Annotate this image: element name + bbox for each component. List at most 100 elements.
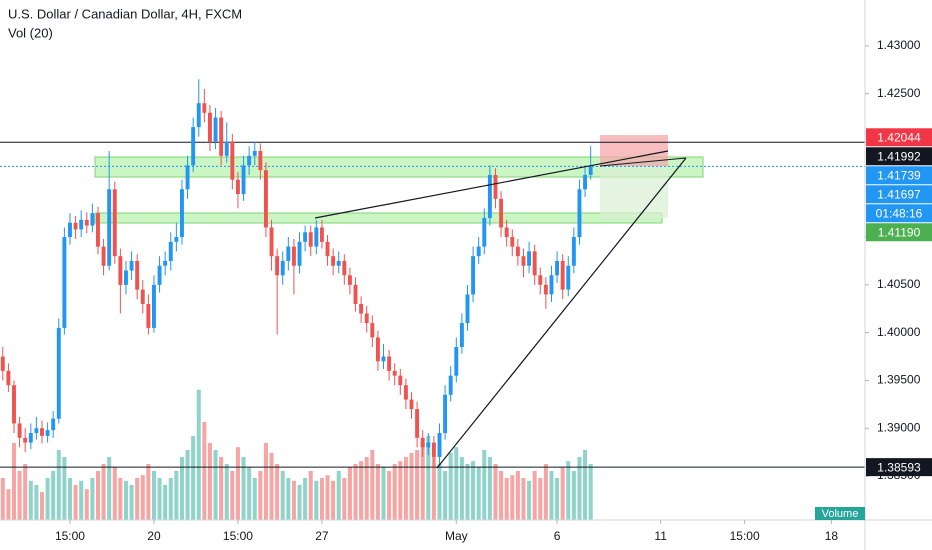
price-label-box (866, 147, 932, 166)
candle-body (443, 394, 448, 434)
drawings (94, 135, 704, 224)
candle-body (124, 270, 128, 285)
candles (0, 79, 593, 469)
volume-bar (459, 457, 464, 520)
candle-body (157, 265, 162, 285)
volume-bar (275, 464, 280, 520)
candle-body (118, 256, 123, 285)
candle-body (476, 246, 481, 257)
volume-bar (179, 457, 184, 520)
volume-bar (342, 478, 347, 520)
candle-body (510, 237, 515, 247)
volume-bar (426, 436, 431, 520)
volume-bar (538, 478, 543, 520)
trend-line (436, 157, 687, 469)
candle-body (387, 356, 392, 371)
x-tick-label: May (445, 529, 468, 543)
y-tick-label: 1.42500 (877, 86, 921, 100)
price-label-text: 1.41739 (877, 168, 921, 182)
volume-bar (448, 452, 453, 520)
price-label-text: 1.41992 (877, 149, 921, 163)
volume-bar (112, 466, 117, 520)
volume-bar (370, 450, 375, 520)
candle-body (538, 275, 543, 285)
volume-bar (286, 478, 291, 520)
candle-body (381, 356, 386, 362)
candle-body (84, 219, 89, 226)
y-tick-label: 1.40500 (877, 277, 921, 291)
trend-line (599, 157, 687, 167)
candle-body (487, 174, 492, 218)
y-tick-label: 1.40000 (877, 325, 921, 339)
price-label-box (866, 128, 932, 147)
candle-body (555, 260, 560, 276)
candle-body (325, 241, 330, 257)
volume-bar (140, 475, 145, 520)
candle-body (135, 260, 140, 290)
price-label-text: 1.42044 (877, 130, 921, 144)
volume-bar (588, 464, 593, 520)
candle-body (68, 222, 72, 238)
candle-body (23, 437, 28, 443)
volume-bar (583, 450, 588, 520)
x-tick-label: 27 (315, 529, 329, 543)
target-zone (600, 166, 668, 218)
y-tick-label: 1.39000 (877, 420, 921, 434)
candle-body (297, 241, 302, 266)
candle-body (252, 151, 257, 156)
volume-bar (375, 464, 380, 520)
trend-line (314, 150, 669, 219)
volume-bar (359, 461, 364, 520)
volume-bar (560, 466, 565, 520)
candle-body (286, 246, 291, 261)
volume-bar (555, 478, 560, 520)
volume-bar (303, 478, 308, 520)
volume-bar (336, 471, 341, 520)
candle-body (40, 428, 44, 436)
candle-body (185, 165, 190, 190)
volume-bar (499, 471, 504, 520)
x-tick-label: 15:00 (223, 529, 253, 543)
resistance-zone (94, 156, 704, 178)
candle-body (90, 213, 95, 226)
volume-bar (392, 464, 397, 520)
volume-bar (325, 475, 330, 520)
volume-bar (364, 457, 369, 520)
y-tick-label: 1.39500 (877, 373, 921, 387)
volume-bar (230, 471, 235, 520)
candle-body (375, 337, 380, 362)
candle-body (34, 428, 39, 434)
candle-body (179, 189, 184, 238)
volume-bar (543, 464, 548, 520)
volume-bar (207, 443, 212, 520)
volume-bar (196, 389, 201, 520)
volume-bar (90, 478, 95, 520)
candle-body (146, 303, 151, 328)
x-tick-label: 18 (825, 529, 839, 543)
candle-body (471, 256, 476, 295)
volume-bar (331, 480, 336, 520)
volume-bar (62, 457, 67, 520)
candle-body (465, 294, 470, 324)
volume-bar (39, 492, 45, 520)
candle-body (319, 227, 324, 242)
volume-bar (269, 452, 274, 520)
countdown-text: 01:48:16 (876, 206, 923, 220)
candle-body (454, 346, 459, 376)
volume-bar (84, 489, 89, 520)
candle-body (6, 370, 11, 386)
volume-bar (314, 480, 319, 520)
candle-body (370, 323, 375, 338)
volume-bar (146, 464, 151, 520)
candle-body (269, 227, 274, 257)
candle-body (353, 284, 358, 304)
volume-bar (398, 461, 403, 520)
volume-bar (67, 478, 72, 520)
volume-bar (308, 471, 313, 520)
volume-bar (213, 450, 218, 520)
volume-bar (263, 443, 268, 520)
volume-bar (487, 457, 492, 520)
volume-bar (571, 471, 576, 520)
candle-body (0, 356, 5, 371)
